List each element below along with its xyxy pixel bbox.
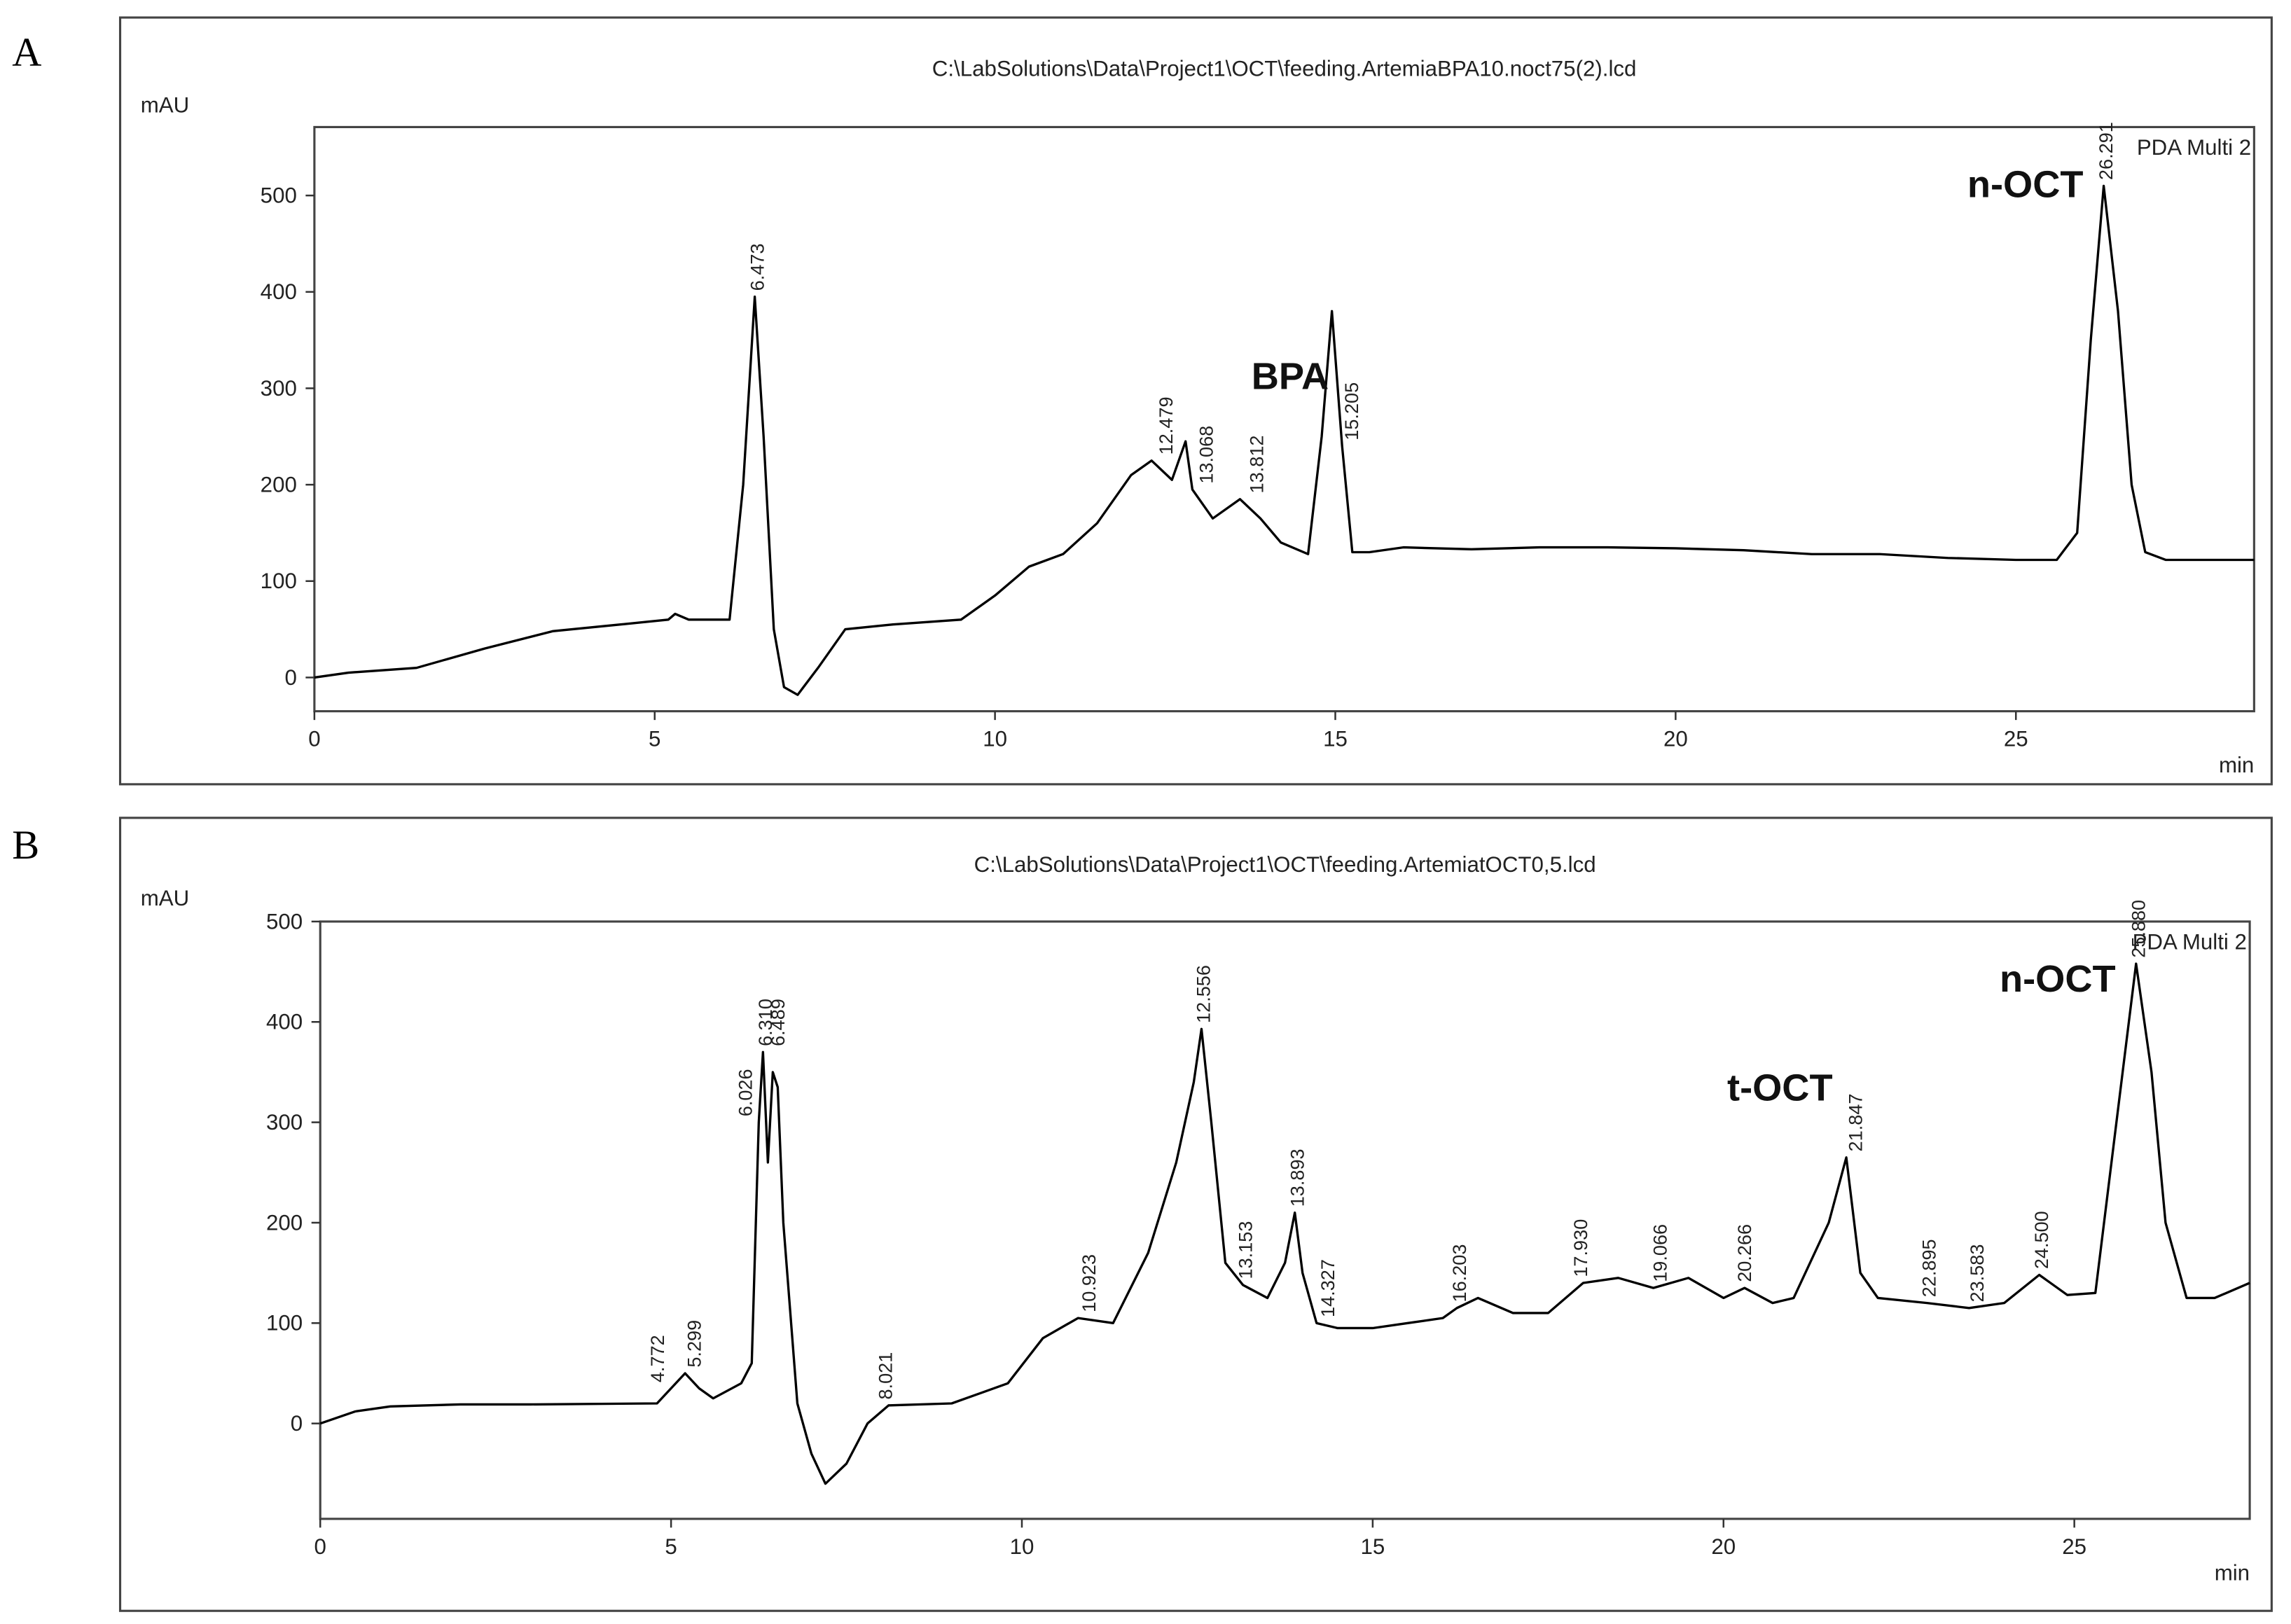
peak-label: 13.153: [1234, 1221, 1256, 1279]
peak-label: 13.812: [1246, 436, 1268, 494]
peak-label: 22.895: [1918, 1239, 1939, 1297]
x-tick-label: 5: [665, 1534, 677, 1559]
x-tick-label: 20: [1711, 1534, 1736, 1559]
peak-label: 20.266: [1733, 1224, 1755, 1282]
x-axis-label: min: [2215, 1560, 2250, 1585]
peak-label: 13.893: [1286, 1148, 1308, 1207]
x-tick-label: 25: [2004, 727, 2028, 751]
x-tick-label: 15: [1323, 727, 1348, 751]
trace: [314, 184, 2255, 696]
x-tick-label: 20: [1663, 727, 1688, 751]
y-tick-label: 500: [266, 909, 303, 934]
peak-label: 21.847: [1844, 1094, 1866, 1152]
y-tick-label: 300: [261, 376, 297, 401]
x-tick-label: 10: [1010, 1534, 1034, 1559]
y-axis-label: mAU: [141, 93, 189, 118]
compound-label: n-OCT: [2000, 958, 2116, 1000]
x-tick-label: 0: [308, 727, 320, 751]
y-tick-label: 200: [261, 473, 297, 497]
peak-label: 8.021: [874, 1352, 896, 1400]
x-axis-label: min: [2219, 753, 2254, 777]
peak-label: 15.205: [1341, 382, 1362, 440]
peak-label: 6.310: [754, 999, 776, 1046]
peak-label: 4.772: [646, 1335, 668, 1382]
peak-label: 12.479: [1155, 396, 1177, 454]
peak-label: 6.473: [746, 244, 768, 291]
peak-label: 25.880: [2127, 900, 2149, 958]
x-tick-label: 10: [983, 727, 1007, 751]
x-tick-label: 15: [1360, 1534, 1385, 1559]
y-tick-label: 0: [291, 1411, 303, 1436]
x-tick-label: 0: [314, 1534, 326, 1559]
peak-label: 17.930: [1570, 1219, 1591, 1277]
peak-label: 23.583: [1966, 1244, 1988, 1303]
y-tick-label: 400: [266, 1010, 303, 1034]
peak-label: 12.556: [1193, 965, 1214, 1023]
detector-label: PDA Multi 2: [2137, 135, 2251, 160]
panel-frame: [118, 16, 2273, 786]
peak-label: 6.489: [767, 999, 789, 1046]
x-tick-label: 5: [649, 727, 660, 751]
compound-label: n-OCT: [1967, 164, 2084, 206]
panel-frame: [118, 817, 2273, 1612]
detector-label: PDA Multi 2: [2133, 930, 2247, 955]
x-tick-label: 25: [2062, 1534, 2086, 1559]
peak-label: 5.299: [684, 1320, 705, 1368]
y-tick-label: 100: [261, 569, 297, 593]
peak-label: 13.068: [1195, 426, 1217, 484]
plot-frame: [313, 125, 2255, 713]
y-axis-label: mAU: [141, 886, 189, 910]
peak-label: 10.923: [1078, 1254, 1100, 1312]
y-tick-label: 500: [261, 183, 297, 208]
compound-label: BPA: [1252, 356, 1329, 398]
panel-label: A: [12, 29, 41, 75]
peak-label: 26.291: [2095, 122, 2117, 180]
compound-label: t-OCT: [1727, 1067, 1833, 1109]
y-tick-label: 200: [266, 1210, 303, 1235]
chart-title: C:\LabSolutions\Data\Project1\OCT\feedin…: [974, 852, 1596, 877]
plot-frame: [319, 920, 2251, 1520]
peak-label: 24.500: [2030, 1211, 2052, 1269]
y-tick-label: 0: [284, 665, 296, 690]
peak-label: 16.203: [1448, 1244, 1470, 1303]
trace: [319, 962, 2250, 1485]
chart-title: C:\LabSolutions\Data\Project1\OCT\feedin…: [932, 56, 1637, 81]
y-tick-label: 400: [261, 279, 297, 304]
panel-label: B: [12, 822, 39, 868]
y-tick-label: 300: [266, 1110, 303, 1134]
y-tick-label: 100: [266, 1311, 303, 1335]
peak-label: 19.066: [1649, 1224, 1671, 1282]
peak-label: 6.026: [734, 1069, 756, 1116]
peak-label: 14.327: [1317, 1259, 1338, 1317]
